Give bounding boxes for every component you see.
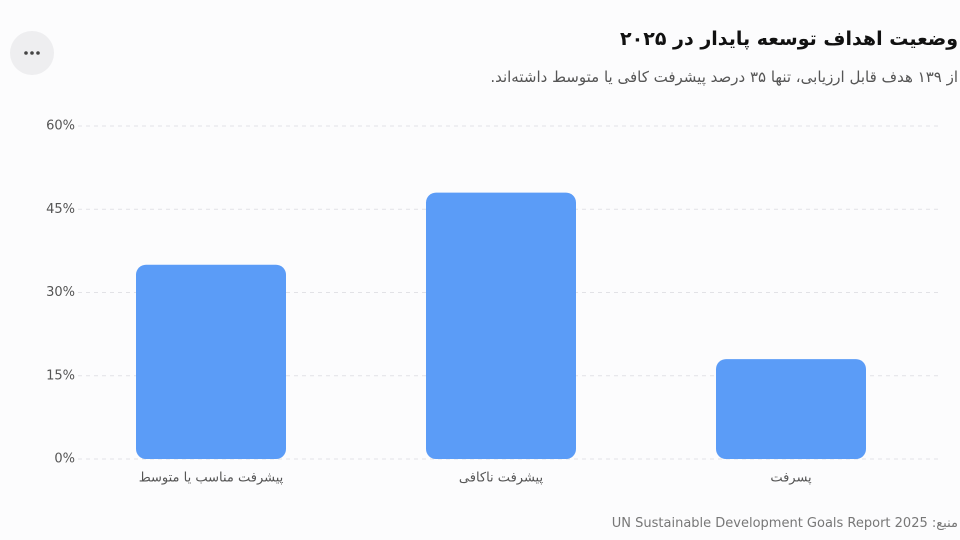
y-tick-label: 45% [46, 202, 75, 217]
x-tick-label: پسرفت [770, 471, 812, 486]
chart-title: وضعیت اهداف توسعه پایدار در ۲۰۲۵ [620, 28, 958, 50]
bar [716, 359, 866, 459]
y-tick-label: 60% [46, 119, 75, 134]
x-tick-label: پیشرفت مناسب یا متوسط [139, 471, 284, 486]
y-tick-label: 0% [54, 452, 75, 467]
bar [426, 192, 576, 459]
bar [136, 264, 286, 459]
y-tick-label: 15% [46, 368, 75, 383]
y-tick-label: 30% [46, 285, 75, 300]
menu-icon [24, 51, 40, 55]
menu-button[interactable] [10, 31, 54, 75]
source-note: منبع: UN Sustainable Development Goals R… [611, 516, 958, 531]
chart-subtitle: از ۱۳۹ هدف قابل ارزیابی، تنها ۳۵ درصد پی… [490, 68, 958, 86]
x-tick-label: پیشرفت ناکافی [459, 471, 544, 486]
